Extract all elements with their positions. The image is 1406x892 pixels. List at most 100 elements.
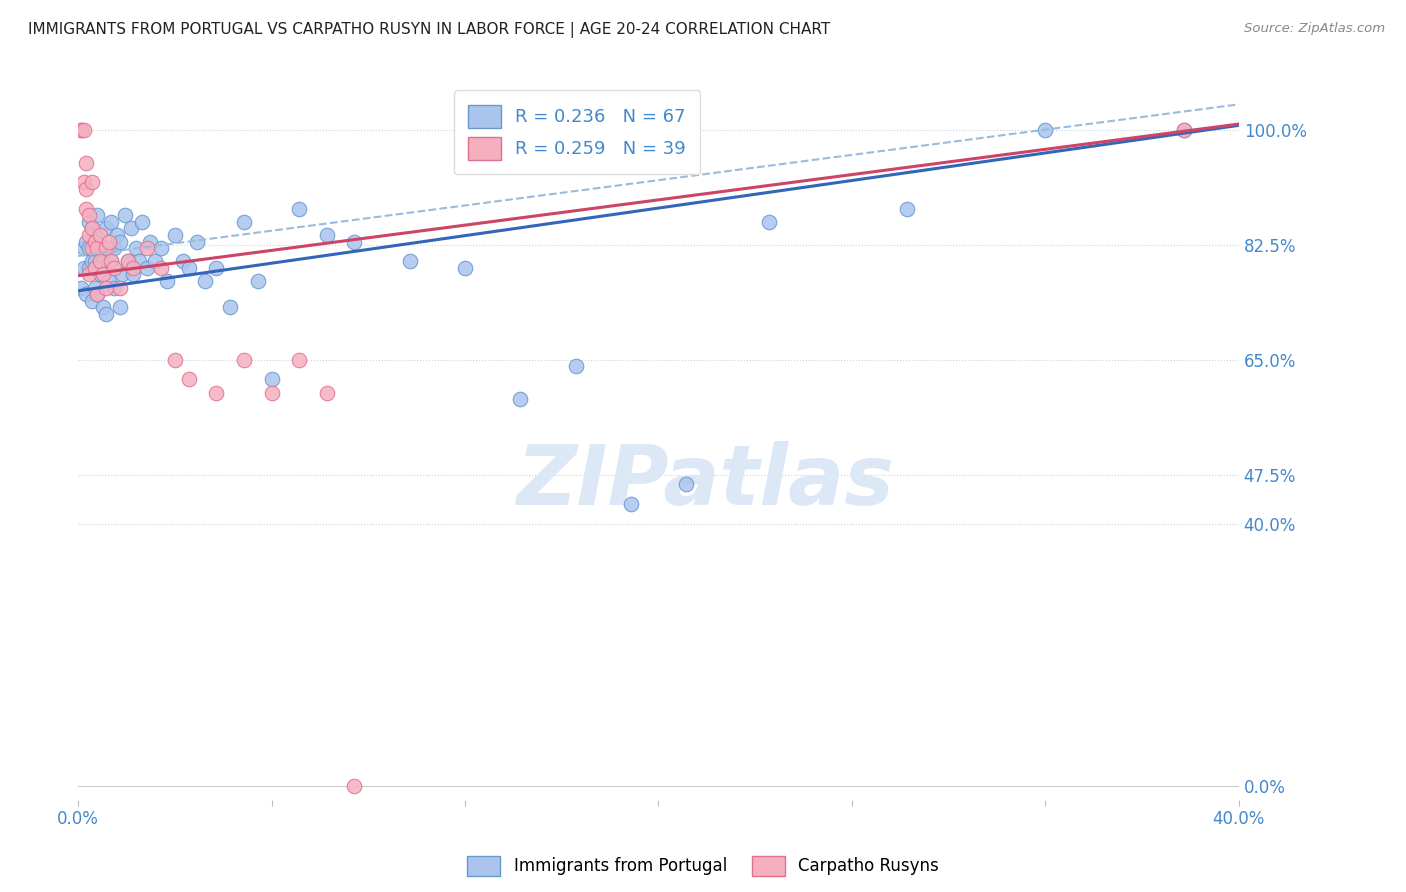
Point xyxy=(260,372,283,386)
Point xyxy=(103,280,125,294)
Point xyxy=(83,280,105,294)
Point xyxy=(155,274,177,288)
Point xyxy=(103,241,125,255)
Point xyxy=(114,208,136,222)
Point xyxy=(91,300,114,314)
Point xyxy=(288,352,311,367)
Point xyxy=(86,287,108,301)
Point xyxy=(315,227,337,242)
Point xyxy=(186,235,208,249)
Point xyxy=(232,352,254,367)
Point xyxy=(89,227,111,242)
Point xyxy=(77,227,100,242)
Point xyxy=(108,280,131,294)
Point xyxy=(125,241,148,255)
Point xyxy=(139,235,162,249)
Point xyxy=(145,254,167,268)
Point xyxy=(89,268,111,282)
Point xyxy=(80,241,103,255)
Point xyxy=(80,176,103,190)
Point xyxy=(150,260,173,275)
Point xyxy=(77,241,100,255)
Point xyxy=(246,274,269,288)
Point xyxy=(205,385,228,400)
Point xyxy=(72,123,94,137)
Point xyxy=(80,293,103,308)
Point xyxy=(97,241,120,255)
Point xyxy=(91,268,114,282)
Point xyxy=(219,300,242,314)
Point xyxy=(97,274,120,288)
Point xyxy=(75,155,97,169)
Point xyxy=(120,221,142,235)
Point xyxy=(83,254,105,268)
Point xyxy=(122,268,145,282)
Point xyxy=(108,300,131,314)
Point xyxy=(117,254,139,268)
Point xyxy=(75,235,97,249)
Point xyxy=(509,392,531,406)
Point xyxy=(398,254,420,268)
Point xyxy=(70,123,93,137)
Point xyxy=(105,227,128,242)
Point xyxy=(1173,123,1195,137)
Point xyxy=(117,254,139,268)
Point xyxy=(1033,123,1056,137)
Text: IMMIGRANTS FROM PORTUGAL VS CARPATHO RUSYN IN LABOR FORCE | AGE 20-24 CORRELATIO: IMMIGRANTS FROM PORTUGAL VS CARPATHO RUS… xyxy=(28,22,831,38)
Point xyxy=(94,307,117,321)
Point xyxy=(86,287,108,301)
Legend: R = 0.236   N = 67, R = 0.259   N = 39: R = 0.236 N = 67, R = 0.259 N = 39 xyxy=(454,90,700,175)
Point xyxy=(454,260,477,275)
Point xyxy=(80,254,103,268)
Point xyxy=(315,385,337,400)
Point xyxy=(128,254,150,268)
Text: Source: ZipAtlas.com: Source: ZipAtlas.com xyxy=(1244,22,1385,36)
Point xyxy=(136,241,159,255)
Point xyxy=(72,176,94,190)
Point xyxy=(86,208,108,222)
Point xyxy=(70,123,93,137)
Point xyxy=(122,260,145,275)
Legend: Immigrants from Portugal, Carpatho Rusyns: Immigrants from Portugal, Carpatho Rusyn… xyxy=(460,849,946,883)
Point xyxy=(77,268,100,282)
Point xyxy=(131,215,153,229)
Point xyxy=(77,260,100,275)
Point xyxy=(70,280,93,294)
Point xyxy=(100,215,122,229)
Point xyxy=(75,287,97,301)
Point xyxy=(564,359,586,374)
Point xyxy=(77,215,100,229)
Point xyxy=(108,235,131,249)
Point xyxy=(232,215,254,229)
Point xyxy=(100,254,122,268)
Point xyxy=(177,260,200,275)
Point xyxy=(94,280,117,294)
Point xyxy=(100,254,122,268)
Point xyxy=(1173,123,1195,137)
Point xyxy=(83,260,105,275)
Point xyxy=(89,241,111,255)
Point xyxy=(83,235,105,249)
Point xyxy=(675,477,697,491)
Point xyxy=(77,208,100,222)
Point xyxy=(72,241,94,255)
Point xyxy=(150,241,173,255)
Point xyxy=(75,182,97,196)
Point xyxy=(136,260,159,275)
Point xyxy=(75,202,97,216)
Point xyxy=(91,254,114,268)
Point xyxy=(86,235,108,249)
Point xyxy=(86,241,108,255)
Point xyxy=(80,221,103,235)
Point xyxy=(72,260,94,275)
Point xyxy=(80,221,103,235)
Point xyxy=(163,227,186,242)
Point xyxy=(343,235,366,249)
Point xyxy=(172,254,194,268)
Point xyxy=(177,372,200,386)
Point xyxy=(163,352,186,367)
Point xyxy=(343,780,366,794)
Point xyxy=(758,215,780,229)
Point xyxy=(97,235,120,249)
Point xyxy=(94,241,117,255)
